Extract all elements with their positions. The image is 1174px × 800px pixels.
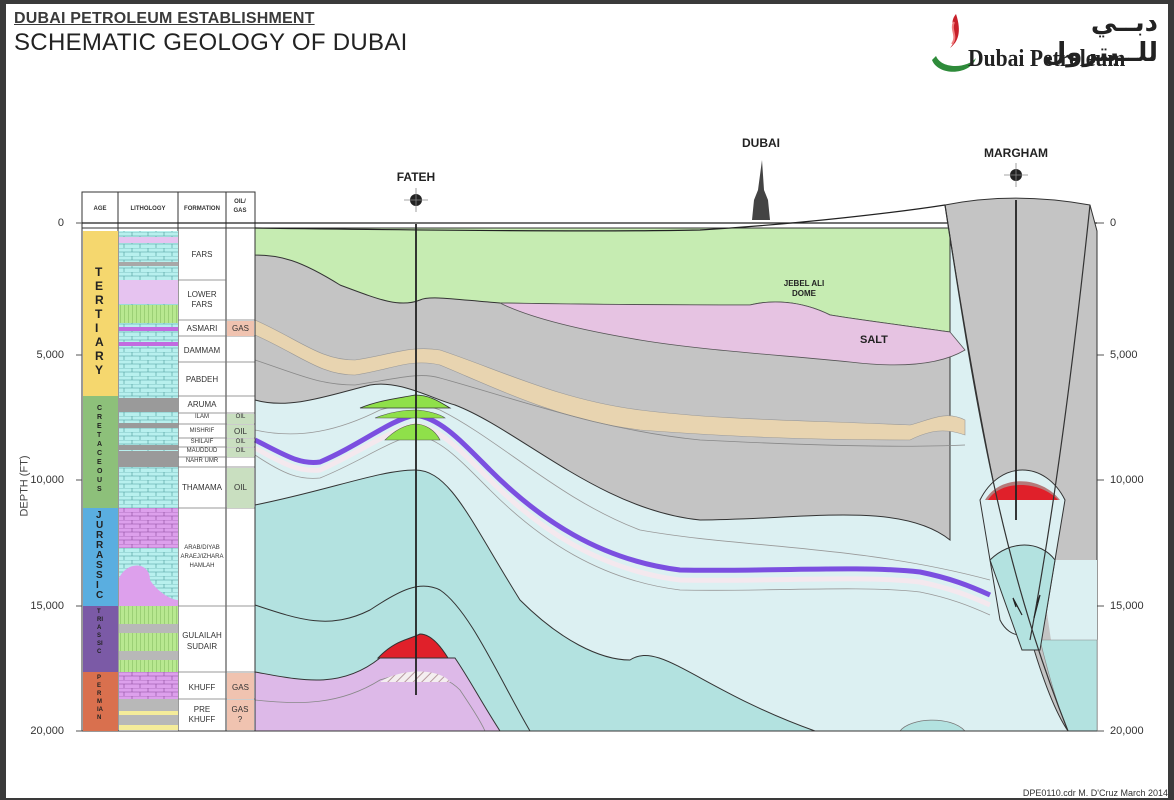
formation-khuff: KHUFF: [188, 683, 216, 692]
credit-footer: DPE0110.cdr M. D'Cruz March 2014: [1022, 788, 1168, 798]
formation-fars: FARS: [191, 250, 213, 259]
age-cretaceous: CRETACEOUS: [97, 405, 103, 493]
fluid-mishrif: OIL: [234, 427, 247, 436]
fluid-pre-khuff: GAS ?: [231, 705, 249, 724]
left-tick-15000: 15,000: [30, 600, 64, 612]
formation-dammam: DAMMAM: [183, 346, 221, 355]
age-triassic-bar: [83, 606, 118, 672]
logo-arabic-text: دبــي للــبترول: [1043, 8, 1158, 68]
formation-ilam: ILAM: [194, 414, 209, 420]
flame-logo-icon: [932, 14, 976, 72]
header-formation: FORMATION: [184, 206, 220, 212]
well-label-fateh: FATEH: [396, 170, 436, 184]
formation-arab: ARAB/DIYAB ARAEJ/IZHARA HAMLAH: [180, 545, 224, 569]
right-tick-0: 0: [1110, 217, 1117, 229]
fluid-asmari: GAS: [232, 324, 249, 333]
age-permian: PERMIAN: [97, 675, 103, 721]
depth-axis-ticks: [76, 222, 1104, 732]
right-tick-20000: 20,000: [1110, 725, 1144, 737]
right-tick-10000: 10,000: [1110, 474, 1144, 486]
formation-mauddud: MAUDDUD: [186, 448, 218, 454]
jebel-ali-dome-label: JEBEL ALI DOME: [783, 279, 825, 298]
landmark-label-dubai: DUBAI: [742, 136, 780, 150]
left-tick-10000: 10,000: [30, 474, 64, 486]
formation-shilaif: SHILAIF: [190, 439, 214, 445]
fluid-shilaif: OIL: [235, 439, 246, 445]
age-triassic: TRIASSIC: [97, 609, 103, 655]
logo-english-text: Dubai Petroleum: [968, 46, 1126, 72]
cross-section: [82, 160, 1098, 732]
dubai-petroleum-logo: دبــي للــبترول Dubai Petroleum: [928, 8, 1168, 74]
page-title: SCHEMATIC GEOLOGY OF DUBAI: [14, 29, 408, 56]
depth-axis-label: DEPTH (FT): [18, 455, 31, 517]
age-tertiary-bar: [83, 231, 118, 396]
salt-label: SALT: [860, 334, 888, 346]
age-jurassic-bar: [83, 508, 118, 606]
formation-aruma: ARUMA: [187, 400, 217, 409]
well-label-margham: MARGHAM: [984, 146, 1048, 160]
left-tick-20000: 20,000: [30, 725, 64, 737]
margham-well-symbol-icon: [1004, 163, 1028, 187]
formation-gulailah: GULAILAH SUDAIR: [182, 631, 222, 651]
organization-name: DUBAI PETROLEUM ESTABLISHMENT: [14, 10, 315, 27]
age-jurassic: JURRASSIC: [96, 510, 104, 601]
header-lithology: LITHOLOGY: [130, 206, 166, 212]
age-permian-bar: [83, 672, 118, 731]
left-tick-5000: 5,000: [36, 349, 64, 361]
fateh-well-symbol-icon: [404, 188, 428, 212]
formation-mishrif: MISHRIF: [189, 428, 215, 434]
left-tick-0: 0: [57, 217, 64, 229]
age-cretaceous-bar: [83, 396, 118, 508]
burj-khalifa-icon: [752, 160, 770, 220]
age-tertiary: TERTIARY: [95, 265, 104, 377]
formation-pre-khuff: PRE KHUFF: [188, 705, 216, 724]
fluid-mauddud: OIL: [235, 448, 246, 454]
fluid-khuff: GAS: [232, 683, 249, 692]
header-age: AGE: [93, 206, 107, 212]
fluid-thamama: OIL: [234, 483, 247, 492]
header-oil-gas: OIL/ GAS: [233, 199, 247, 214]
formation-thamama: THAMAMA: [182, 483, 222, 492]
formation-asmari: ASMARI: [186, 324, 218, 333]
formation-pabdeh: PABDEH: [185, 375, 219, 384]
right-tick-5000: 5,000: [1110, 349, 1138, 361]
formation-lower-fars: LOWER FARS: [187, 290, 217, 309]
fluid-ilam: OIL: [235, 414, 246, 420]
right-tick-15000: 15,000: [1110, 600, 1144, 612]
formation-nahr-umr: NAHR UMR: [185, 458, 219, 464]
